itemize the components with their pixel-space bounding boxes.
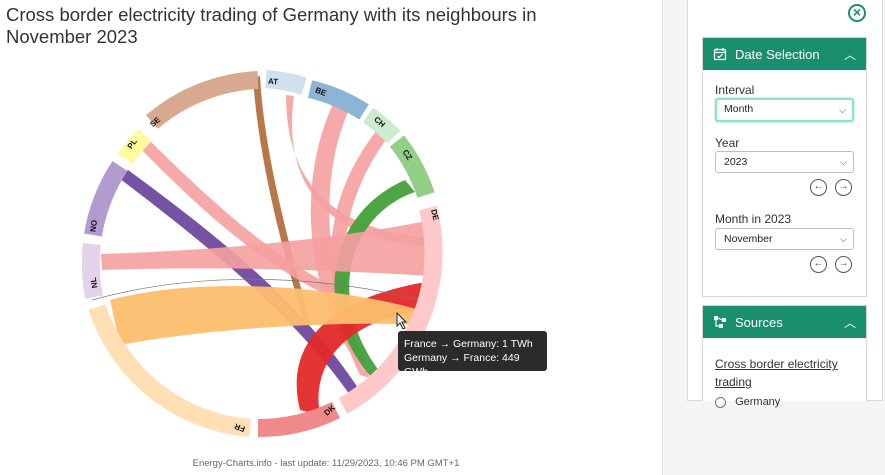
arc-fr — [88, 304, 251, 437]
label-de: DE — [429, 208, 441, 222]
arc-nl — [81, 242, 103, 299]
arc-de — [338, 205, 443, 414]
year-label: Year — [715, 136, 740, 150]
label-no: NO — [88, 219, 99, 232]
mouse-cursor-icon — [396, 312, 408, 330]
arc-ch — [362, 107, 401, 144]
chart-title: Cross border electricity trading of Germ… — [6, 4, 537, 47]
date-selection-title: Date Selection — [735, 46, 820, 62]
chord-arcs — [81, 70, 443, 438]
ribbon-se — [253, 76, 311, 325]
date-selection-card: Date Selection ︿ Interval Month ⌵ Year 2… — [702, 37, 867, 297]
date-selection-header[interactable]: Date Selection ︿ — [703, 38, 866, 70]
next-year-button[interactable]: → — [835, 179, 852, 196]
month-value: November — [724, 233, 773, 245]
arc-dk — [257, 401, 340, 438]
chord-diagram: AT BE CH CZ DE DK FR NL NO PL SE — [81, 70, 443, 438]
chevron-up-icon[interactable]: ︿ — [843, 47, 856, 62]
year-value: 2023 — [724, 156, 748, 168]
ribbon-nl — [101, 220, 432, 276]
arc-no — [84, 161, 128, 237]
arc-se — [146, 71, 259, 129]
next-month-button[interactable]: → — [835, 256, 852, 273]
sources-card: Sources ︿ Cross border electricity tradi… — [702, 305, 867, 408]
chevron-down-icon: ⌵ — [840, 234, 847, 244]
previous-month-button[interactable]: ← — [810, 256, 827, 273]
source-link[interactable]: Cross border electricity trading — [715, 357, 838, 389]
close-icon[interactable]: × — [848, 4, 866, 22]
label-fr: FR — [233, 421, 246, 433]
ribbon-pl — [137, 138, 400, 322]
arc-at — [265, 70, 307, 95]
month-select[interactable]: November ⌵ — [715, 228, 854, 250]
label-at: AT — [268, 77, 279, 87]
sources-header[interactable]: Sources ︿ — [703, 306, 866, 338]
interval-label: Interval — [715, 83, 755, 97]
ribbon-fr — [110, 285, 420, 345]
ribbon-thin — [91, 278, 421, 301]
tooltip-line-1: France → Germany: 1 TWh — [404, 338, 533, 350]
chord-ribbons — [91, 76, 432, 415]
previous-year-button[interactable]: ← — [810, 179, 827, 196]
source-item-germany[interactable]: Germany — [715, 396, 780, 408]
tooltip-line-2: Germany → France: 449 GWh — [404, 352, 520, 378]
calendar-icon — [713, 48, 727, 61]
arc-be — [307, 80, 369, 120]
label-be: BE — [314, 85, 328, 98]
arc-pl — [117, 128, 152, 165]
credits[interactable]: Energy-Charts.info - last update: 11/29/… — [192, 458, 460, 469]
sitemap-icon — [714, 316, 726, 328]
interval-select[interactable]: Month ⌵ — [715, 98, 854, 122]
chevron-down-icon: ⌵ — [839, 105, 846, 115]
ribbon-no — [119, 170, 358, 395]
interval-value: Month — [724, 103, 754, 115]
sources-title: Sources — [735, 314, 783, 330]
year-select[interactable]: 2023 ⌵ — [715, 151, 854, 173]
label-nl: NL — [89, 277, 100, 289]
source-item-label: Germany — [735, 396, 781, 408]
arc-cz — [389, 135, 435, 199]
radio-icon — [715, 396, 726, 408]
month-label: Month in 2023 — [715, 212, 792, 226]
chart-tooltip: France → Germany: 1 TWh Germany → France… — [398, 331, 547, 378]
chevron-down-icon: ⌵ — [840, 157, 847, 167]
chevron-up-icon[interactable]: ︿ — [843, 315, 856, 330]
chart-area: Cross border electricity trading of Germ… — [6, 4, 547, 469]
